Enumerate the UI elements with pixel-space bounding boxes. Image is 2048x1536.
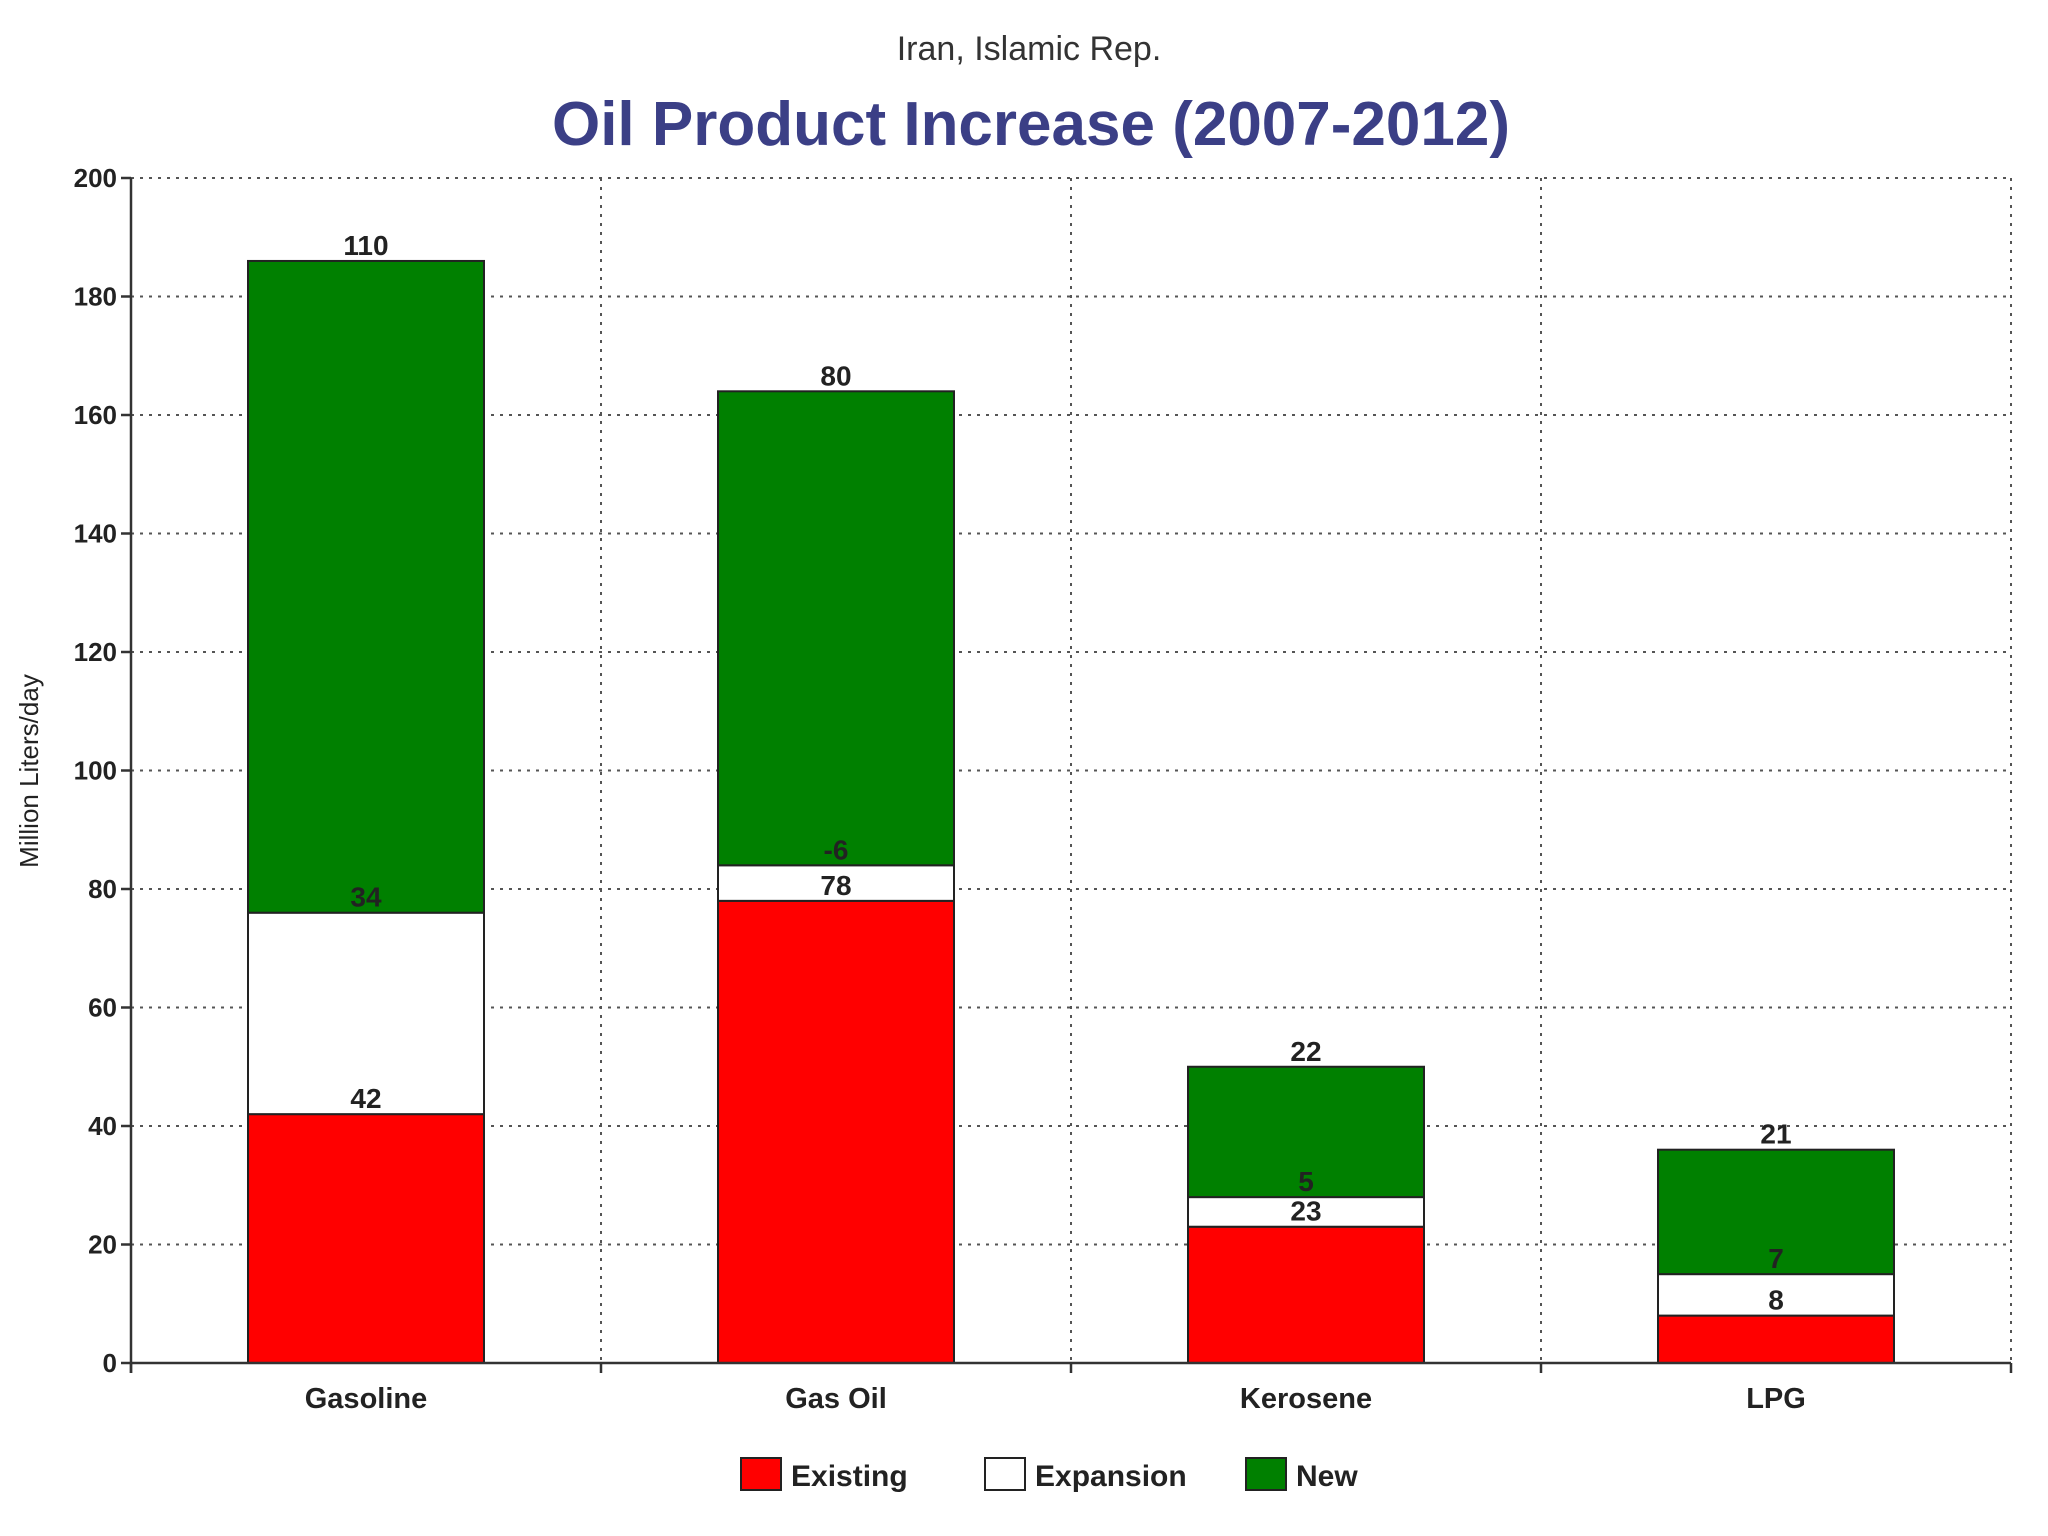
data-labels: 42 34 110 78 -6 80 235 22 8 7 21	[343, 230, 1791, 1316]
data-label: 110	[343, 230, 388, 261]
bar-existing-lpg	[1657, 1314, 1895, 1364]
legend-swatch-existing	[740, 1457, 782, 1491]
data-label: 78	[820, 870, 851, 901]
data-label: 80	[820, 360, 851, 391]
legend-label-expansion: Expansion	[1035, 1460, 1187, 1493]
bar-new-lpg	[1657, 1148, 1895, 1276]
data-label: 34	[350, 882, 382, 913]
y-tick-label: 60	[88, 993, 117, 1023]
x-tick-label: Kerosene	[1240, 1383, 1372, 1415]
y-tick-label: 200	[74, 163, 117, 193]
data-label: 22	[1290, 1036, 1321, 1067]
data-label: 8	[1768, 1285, 1784, 1316]
bar-new-kerosene	[1187, 1065, 1425, 1199]
legend-label-new: New	[1296, 1460, 1358, 1493]
y-tick-label: 140	[74, 519, 117, 549]
data-label: 21	[1760, 1119, 1791, 1150]
legend: Existing Expansion New	[740, 1457, 1358, 1493]
bar-new-gas-oil	[717, 390, 955, 867]
legend-label-existing: Existing	[791, 1460, 908, 1493]
chart-subtitle: Iran, Islamic Rep.	[897, 30, 1162, 68]
bar-existing-gas-oil	[717, 899, 955, 1364]
data-label: 7	[1768, 1243, 1784, 1274]
data-label: 42	[350, 1083, 381, 1114]
bar-existing-kerosene	[1187, 1225, 1425, 1364]
x-tick-label: LPG	[1746, 1383, 1806, 1415]
y-tick-label: 0	[103, 1348, 117, 1378]
data-label: 23	[1290, 1196, 1321, 1227]
y-tick-label: 40	[88, 1111, 117, 1141]
bar-expansion-kerosene	[1187, 1196, 1425, 1228]
axes: 0 20 40 60 80 100 120 140 160 180 200 Gasoline Gas O…	[74, 163, 2013, 1415]
x-tick-label: Gasoline	[305, 1383, 428, 1415]
y-tick-label: 120	[74, 637, 117, 667]
data-label: -6	[824, 834, 849, 865]
bars	[247, 259, 1895, 1365]
x-tick-label: Gas Oil	[785, 1383, 887, 1415]
y-tick-label: 100	[74, 756, 117, 786]
y-tick-label: 180	[74, 282, 117, 312]
data-label: 5	[1298, 1166, 1314, 1197]
y-tick-label: 80	[88, 874, 117, 904]
bar-expansion-gasoline	[247, 911, 485, 1116]
legend-swatch-new	[1245, 1457, 1287, 1491]
y-axis-label: Million Liters/day	[14, 674, 44, 868]
y-tick-label: 160	[74, 400, 117, 430]
legend-swatch-expansion	[984, 1457, 1026, 1491]
chart-title: Oil Product Increase (2007-2012)	[552, 90, 1510, 159]
bar-existing-gasoline	[247, 1113, 485, 1365]
y-tick-label: 20	[88, 1230, 117, 1260]
bar-new-gasoline	[247, 259, 485, 914]
